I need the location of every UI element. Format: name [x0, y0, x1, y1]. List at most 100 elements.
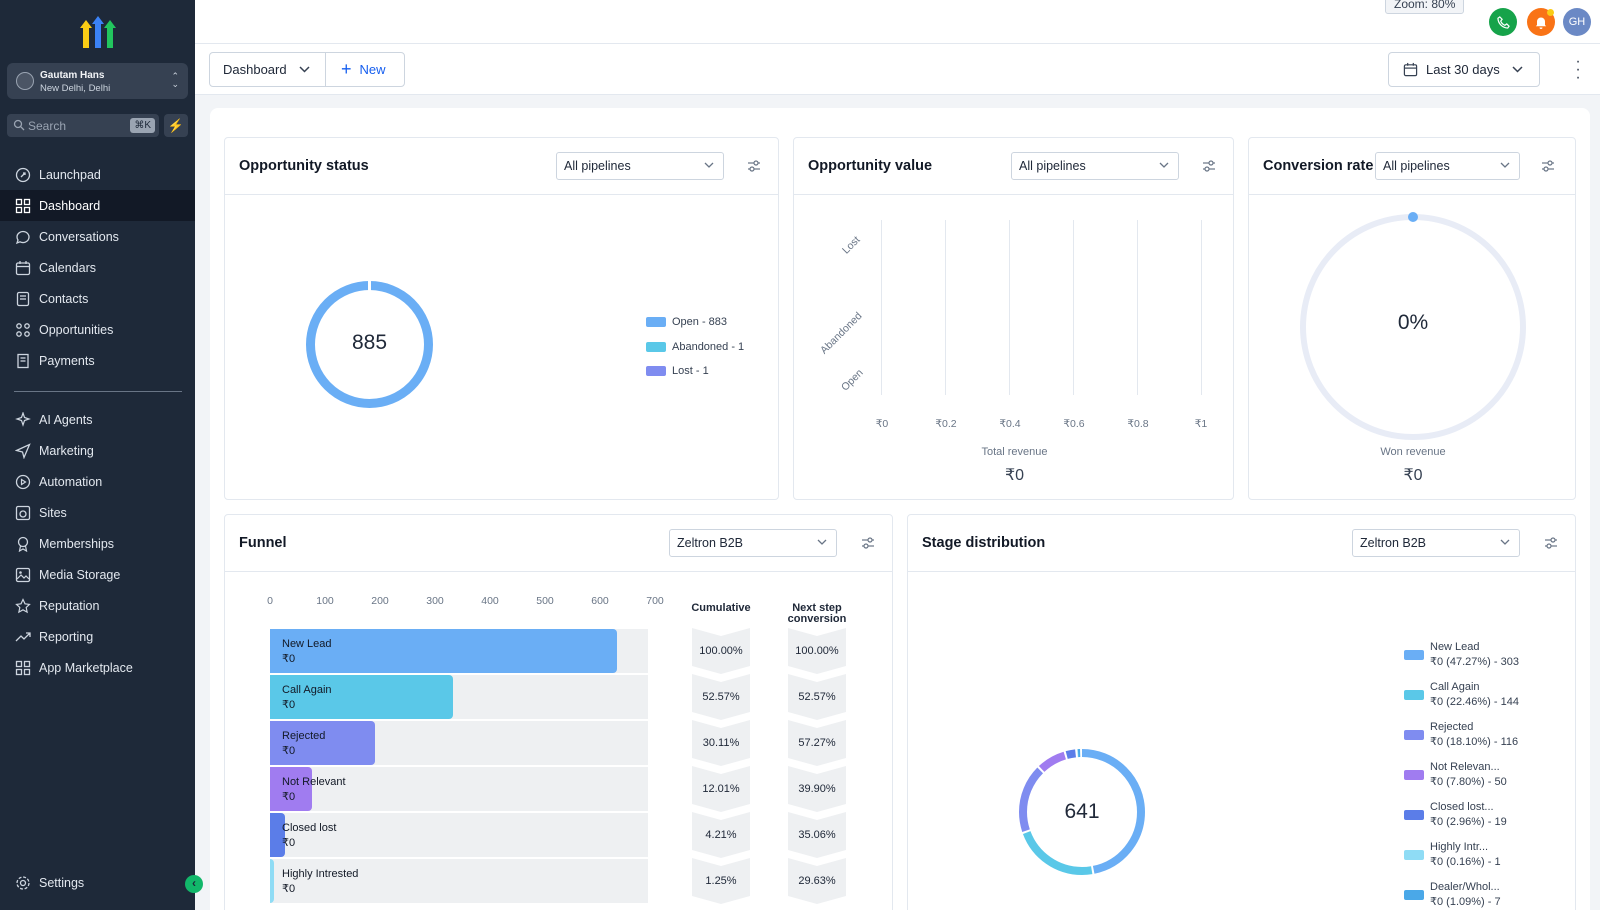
filter-settings-icon[interactable]: [747, 159, 761, 173]
pipeline-select[interactable]: Zeltron B2B: [669, 529, 837, 557]
send-icon: [15, 442, 31, 459]
donut-segment-1[interactable]: [1019, 749, 1145, 875]
search-input[interactable]: Search ⌘K: [7, 114, 159, 137]
total-revenue-caption: Total revenue: [981, 446, 1048, 458]
opportunity-status-widget: Opportunity status All pipelines 885 Ope…: [224, 137, 779, 500]
dashboard-actions: Dashboard + New: [209, 52, 405, 87]
funnel-stage-name: Highly Intrested: [282, 868, 359, 880]
phone-button[interactable]: [1489, 8, 1517, 36]
cumulative-cell: 4.21%: [692, 812, 750, 858]
x-axis-tick: ₹0: [875, 418, 889, 430]
funnel-row-text: New Lead ₹0: [282, 637, 332, 667]
sidebar-item-reputation[interactable]: Reputation: [0, 590, 195, 621]
next-step-cell: 29.63%: [788, 858, 846, 904]
pipeline-select[interactable]: All pipelines: [1011, 152, 1179, 180]
sparkle-icon: [15, 411, 31, 427]
legend-name: New Lead: [1430, 641, 1480, 653]
sidebar-item-automation[interactable]: Automation: [0, 466, 195, 497]
filter-settings-icon[interactable]: [1544, 536, 1558, 550]
sidebar-item-marketing[interactable]: Marketing: [0, 435, 195, 466]
funnel-x-tick: 200: [371, 595, 389, 607]
funnel-stage-value: ₹0: [282, 745, 296, 757]
funnel-stage-name: Not Relevant: [282, 776, 346, 788]
funnel-x-tick: 700: [646, 595, 664, 607]
funnel-stage-name: Rejected: [282, 730, 326, 742]
legend-detail: ₹0 (1.09%) - 7: [1430, 896, 1501, 908]
donut-segment-2[interactable]: [1019, 749, 1145, 875]
sidebar-item-settings[interactable]: Settings: [0, 867, 195, 898]
gear-icon: [16, 875, 30, 890]
opportunity-total: 885: [351, 331, 388, 354]
funnel-row-call-again[interactable]: Call Again ₹0: [270, 675, 648, 719]
grid-line: [1137, 220, 1138, 395]
funnel-bar: [270, 813, 285, 857]
chevron-updown-icon: ⌃ ⌄: [171, 71, 179, 89]
funnel-row-not-relevant[interactable]: Not Relevant ₹0: [270, 767, 648, 811]
account-name: Gautam Hans: [40, 70, 105, 81]
account-switcher[interactable]: Gautam Hans New Delhi, Delhi ⌃ ⌄: [7, 63, 188, 99]
sidebar-item-opportunities[interactable]: Opportunities: [0, 314, 195, 345]
funnel-row-highly-intrested[interactable]: Highly Intrested ₹0: [270, 859, 648, 903]
quick-actions-button[interactable]: ⚡: [164, 114, 188, 137]
legend-swatch: [1404, 730, 1424, 740]
funnel-x-tick: 100: [316, 595, 334, 607]
legend-detail: ₹0 (2.96%) - 19: [1430, 816, 1507, 828]
sidebar-item-media-storage[interactable]: Media Storage: [0, 559, 195, 590]
stage-legend-item: Highly Intr... ₹0 (0.16%) - 1: [1404, 840, 1501, 870]
funnel-row-rejected[interactable]: Rejected ₹0: [270, 721, 648, 765]
stage-distribution-donut: [1019, 749, 1145, 875]
sidebar-item-app-marketplace[interactable]: App Marketplace: [0, 652, 195, 683]
collapse-sidebar-button[interactable]: ‹: [185, 875, 203, 893]
funnel-row-text: Rejected ₹0: [282, 729, 325, 759]
sidebar-item-conversations[interactable]: Conversations: [0, 221, 195, 252]
funnel-x-tick: 400: [481, 595, 499, 607]
sidebar-item-launchpad[interactable]: Launchpad: [0, 159, 195, 190]
filter-settings-icon[interactable]: [1202, 159, 1216, 173]
funnel-stage-name: Closed lost: [282, 822, 337, 834]
dashboard-toolbar: Dashboard + New Last 30 days · · ·: [195, 44, 1600, 95]
user-avatar[interactable]: GH: [1563, 8, 1591, 36]
funnel-stage-value: ₹0: [282, 699, 296, 711]
filter-settings-icon[interactable]: [861, 536, 875, 550]
contacts-icon: [16, 291, 30, 306]
x-axis-tick: ₹1: [1194, 418, 1208, 430]
phone-icon: [1496, 15, 1510, 29]
sidebar-item-dashboard[interactable]: Dashboard: [0, 190, 195, 221]
sidebar-item-ai-agents[interactable]: AI Agents: [0, 404, 195, 435]
sidebar-item-label: Reporting: [39, 629, 94, 644]
more-options-icon[interactable]: · · ·: [1575, 53, 1581, 86]
search-icon: [13, 119, 25, 131]
legend-text: Highly Intr... ₹0 (0.16%) - 1: [1430, 840, 1501, 870]
sidebar-item-payments[interactable]: Payments: [0, 345, 195, 376]
stage-legend-item: Dealer/Whol... ₹0 (1.09%) - 7: [1404, 880, 1501, 910]
filter-settings-icon[interactable]: [1541, 159, 1555, 173]
pipeline-select[interactable]: All pipelines: [556, 152, 724, 180]
sidebar-item-calendars[interactable]: Calendars: [0, 252, 195, 283]
search-placeholder: Search: [28, 119, 67, 133]
sidebar-item-memberships[interactable]: Memberships: [0, 528, 195, 559]
cumulative-cell: 30.11%: [692, 720, 750, 766]
widget-title: Stage distribution: [922, 535, 1046, 551]
pipeline-select[interactable]: All pipelines: [1375, 152, 1520, 180]
sidebar-item-sites[interactable]: Sites: [0, 497, 195, 528]
app-logo: [80, 16, 116, 48]
dashboard-selector[interactable]: Dashboard: [210, 53, 326, 86]
pipeline-select-value: All pipelines: [1019, 159, 1086, 173]
notification-dot: [1547, 9, 1554, 16]
pipeline-select[interactable]: Zeltron B2B: [1352, 529, 1520, 557]
account-location: New Delhi, Delhi: [40, 83, 111, 94]
sidebar-item-reporting[interactable]: Reporting: [0, 621, 195, 652]
opportunity-value-widget: Opportunity value All pipelines Lost Aba…: [793, 137, 1234, 500]
funnel-row-new-lead[interactable]: New Lead ₹0: [270, 629, 648, 673]
image-icon: [15, 567, 31, 582]
donut-segment-0[interactable]: [1019, 749, 1145, 875]
notifications-button[interactable]: [1527, 8, 1555, 36]
legend-swatch: [1404, 770, 1424, 780]
sidebar-item-contacts[interactable]: Contacts: [0, 283, 195, 314]
new-dashboard-button[interactable]: + New: [326, 53, 404, 86]
funnel-row-closed-lost[interactable]: Closed lost ₹0: [270, 813, 648, 857]
date-range-picker[interactable]: Last 30 days: [1388, 52, 1540, 87]
sidebar-item-label: Sites: [39, 505, 67, 520]
conversion-percent: 0%: [1397, 311, 1429, 334]
x-axis-tick: ₹0.8: [1127, 418, 1149, 430]
